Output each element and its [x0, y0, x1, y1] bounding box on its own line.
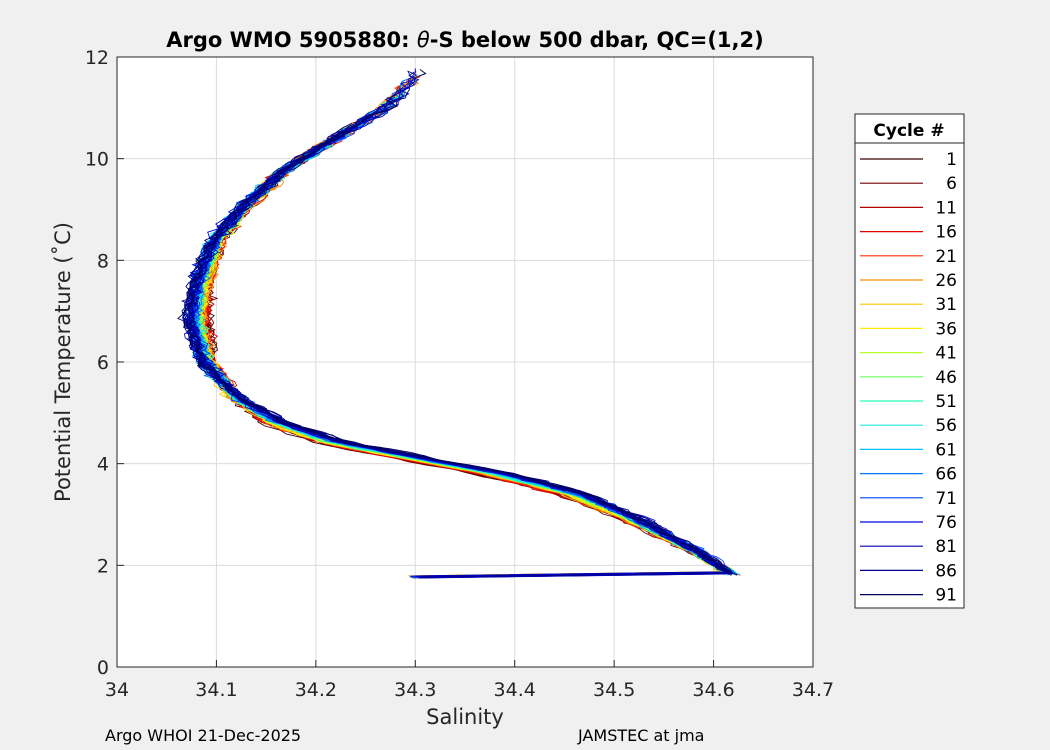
legend-label: 81: [935, 537, 957, 557]
legend-label: 26: [935, 271, 957, 291]
legend-label: 1: [946, 150, 957, 170]
legend-label: 6: [946, 174, 957, 194]
legend-label: 21: [935, 247, 957, 267]
legend-label: 56: [935, 416, 957, 436]
y-tick-label: 10: [85, 149, 109, 171]
x-tick-label: 34.6: [692, 679, 734, 701]
footer-right: JAMSTEC at jma: [577, 726, 704, 745]
axis-ticks: 34 34.1 34.2 34.3 34.4 34.5 34.6 34.7 0 2 4 6 8 10 12: [85, 47, 834, 701]
y-tick-label: 4: [97, 454, 109, 476]
legend: Cycle # 16111621263136414651566166717681…: [854, 113, 965, 609]
legend-label: 76: [935, 513, 957, 533]
x-tick-label: 34.2: [295, 679, 337, 701]
y-tick-label: 2: [97, 555, 109, 577]
cycle-profile-line: [187, 132, 733, 573]
legend-label: 51: [935, 392, 957, 412]
y-tick-label: 8: [97, 250, 109, 272]
legend-label: 31: [935, 295, 957, 315]
y-tick-label: 0: [97, 657, 109, 679]
legend-label: 41: [935, 344, 957, 364]
legend-label: 91: [935, 586, 957, 606]
profile-lines: [177, 68, 741, 579]
x-tick-label: 34: [105, 679, 129, 701]
x-tick-label: 34.3: [394, 679, 436, 701]
legend-title: Cycle #: [873, 121, 944, 141]
cycle-profile-line: [177, 110, 738, 576]
y-axis-label: Potential Temperature (˚C): [51, 222, 75, 502]
footer-left: Argo WHOI 21-Dec-2025: [105, 726, 301, 745]
cycle-profile-line: [186, 69, 729, 574]
chart-title: Argo WMO 5905880: θ-S below 500 dbar, QC…: [166, 28, 763, 52]
x-tick-label: 34.7: [792, 679, 834, 701]
x-tick-label: 34.1: [195, 679, 237, 701]
y-tick-label: 12: [85, 47, 109, 69]
legend-box: [854, 113, 965, 609]
legend-label: 36: [935, 319, 957, 339]
y-tick-label: 6: [97, 352, 109, 374]
legend-label: 71: [935, 489, 957, 509]
legend-label: 86: [935, 561, 957, 581]
legend-label: 46: [935, 368, 957, 388]
x-axis-label: Salinity: [426, 705, 504, 729]
x-tick-label: 34.5: [593, 679, 635, 701]
legend-label: 11: [935, 198, 957, 218]
legend-label: 66: [935, 465, 957, 485]
legend-label: 61: [935, 440, 957, 460]
x-tick-label: 34.4: [494, 679, 536, 701]
legend-label: 16: [935, 223, 957, 243]
